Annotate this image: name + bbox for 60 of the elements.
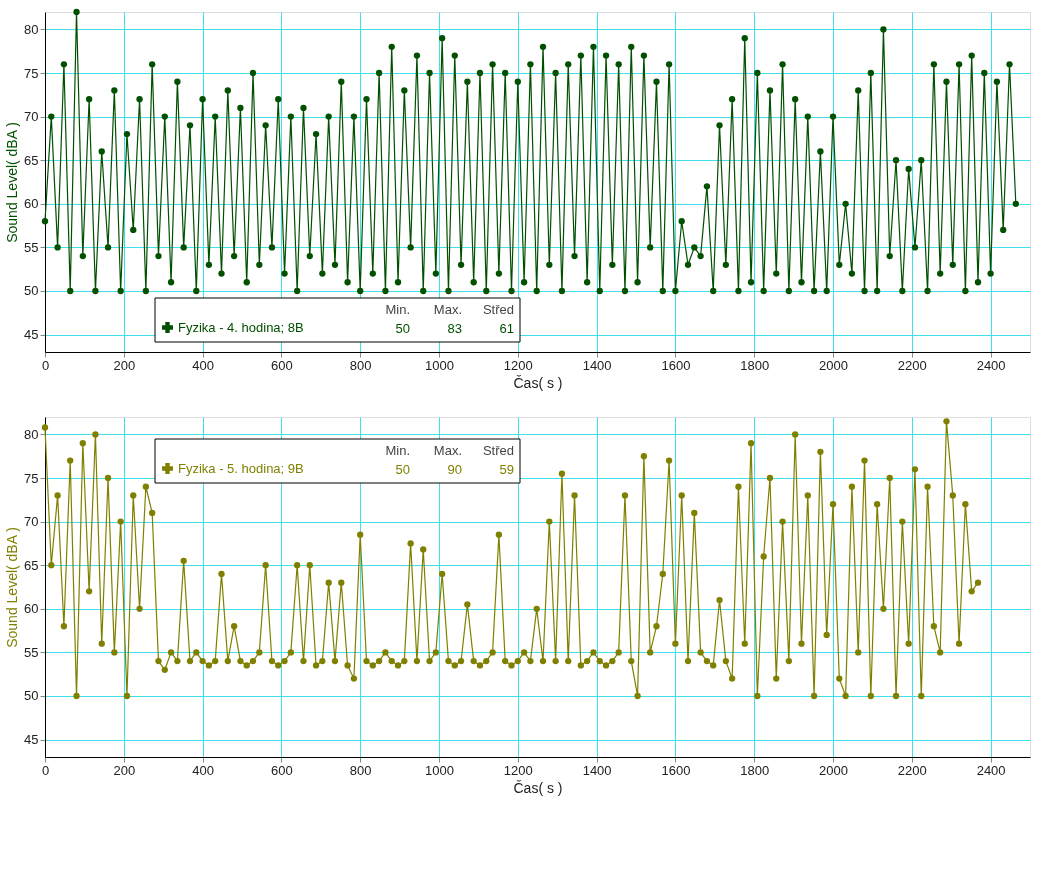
annotation: 83 <box>447 321 462 336</box>
x-tick-label: 1600 <box>661 762 691 778</box>
annotation: 59 <box>499 462 514 477</box>
x-axis-title: Čas( s ) <box>513 374 563 391</box>
annotation: 90 <box>447 462 462 477</box>
x-tick-label: 2200 <box>897 357 927 373</box>
x-tick-label: 1600 <box>661 357 691 373</box>
x-tick-label: 1400 <box>582 357 612 373</box>
y-tick-label: 70 <box>24 109 39 125</box>
annotation: 61 <box>499 321 514 336</box>
y-tick-label: 55 <box>24 239 39 255</box>
y-tick-label: 80 <box>24 21 39 37</box>
y-axis-title: Sound Level( dBA ) <box>4 527 21 648</box>
x-tick-label: 1800 <box>740 357 770 373</box>
x-tick-label: 600 <box>271 357 293 373</box>
legend-label: Fyzika - 4. hodina; 8B <box>178 319 304 335</box>
y-tick-label: 50 <box>24 283 39 299</box>
x-tick-label: 2400 <box>976 357 1006 373</box>
x-tick-label: 400 <box>192 762 214 778</box>
x-tick-label: 400 <box>192 357 214 373</box>
x-tick-label: 0 <box>41 357 50 373</box>
annotation: Střed <box>482 443 514 458</box>
annotation: Max. <box>433 302 462 317</box>
x-axis-title: Čas( s ) <box>513 779 563 796</box>
y-tick-label: 65 <box>24 152 39 168</box>
x-tick-label: 600 <box>271 762 293 778</box>
x-tick-label: 200 <box>113 762 136 778</box>
x-tick-label: 1200 <box>503 357 533 373</box>
y-tick-label: 65 <box>24 557 39 573</box>
y-tick-label: 60 <box>24 601 39 617</box>
y-axis-title: Sound Level( dBA ) <box>4 122 21 243</box>
x-tick-label: 1000 <box>425 762 454 778</box>
x-tick-label: 2000 <box>819 357 848 373</box>
y-tick-label: 80 <box>24 426 39 442</box>
y-tick-label: 55 <box>24 644 39 660</box>
x-tick-label: 2400 <box>976 762 1006 778</box>
annotation: Max. <box>433 443 462 458</box>
x-tick-label: 2200 <box>897 762 927 778</box>
legend-label: Fyzika - 5. hodina; 9B <box>178 460 304 476</box>
y-tick-label: 70 <box>24 514 39 530</box>
y-tick-label: 45 <box>24 732 39 748</box>
x-tick-label: 1200 <box>503 762 533 778</box>
y-tick-label: 75 <box>24 65 39 81</box>
annotation: Min. <box>385 302 410 317</box>
annotation: 50 <box>395 321 410 336</box>
y-tick-label: 60 <box>24 196 39 212</box>
x-tick-label: 2000 <box>819 762 848 778</box>
x-tick-label: 800 <box>349 357 372 373</box>
y-tick-label: 45 <box>24 327 39 343</box>
x-tick-label: 1400 <box>582 762 612 778</box>
x-tick-label: 0 <box>41 762 50 778</box>
annotation: Střed <box>482 302 514 317</box>
y-tick-label: 75 <box>24 470 39 486</box>
y-tick-label: 50 <box>24 688 39 704</box>
x-tick-label: 1000 <box>425 357 454 373</box>
x-tick-label: 200 <box>113 357 136 373</box>
x-tick-label: 800 <box>349 762 372 778</box>
annotation: 50 <box>395 462 410 477</box>
x-tick-label: 1800 <box>740 762 770 778</box>
annotation: Min. <box>385 443 410 458</box>
